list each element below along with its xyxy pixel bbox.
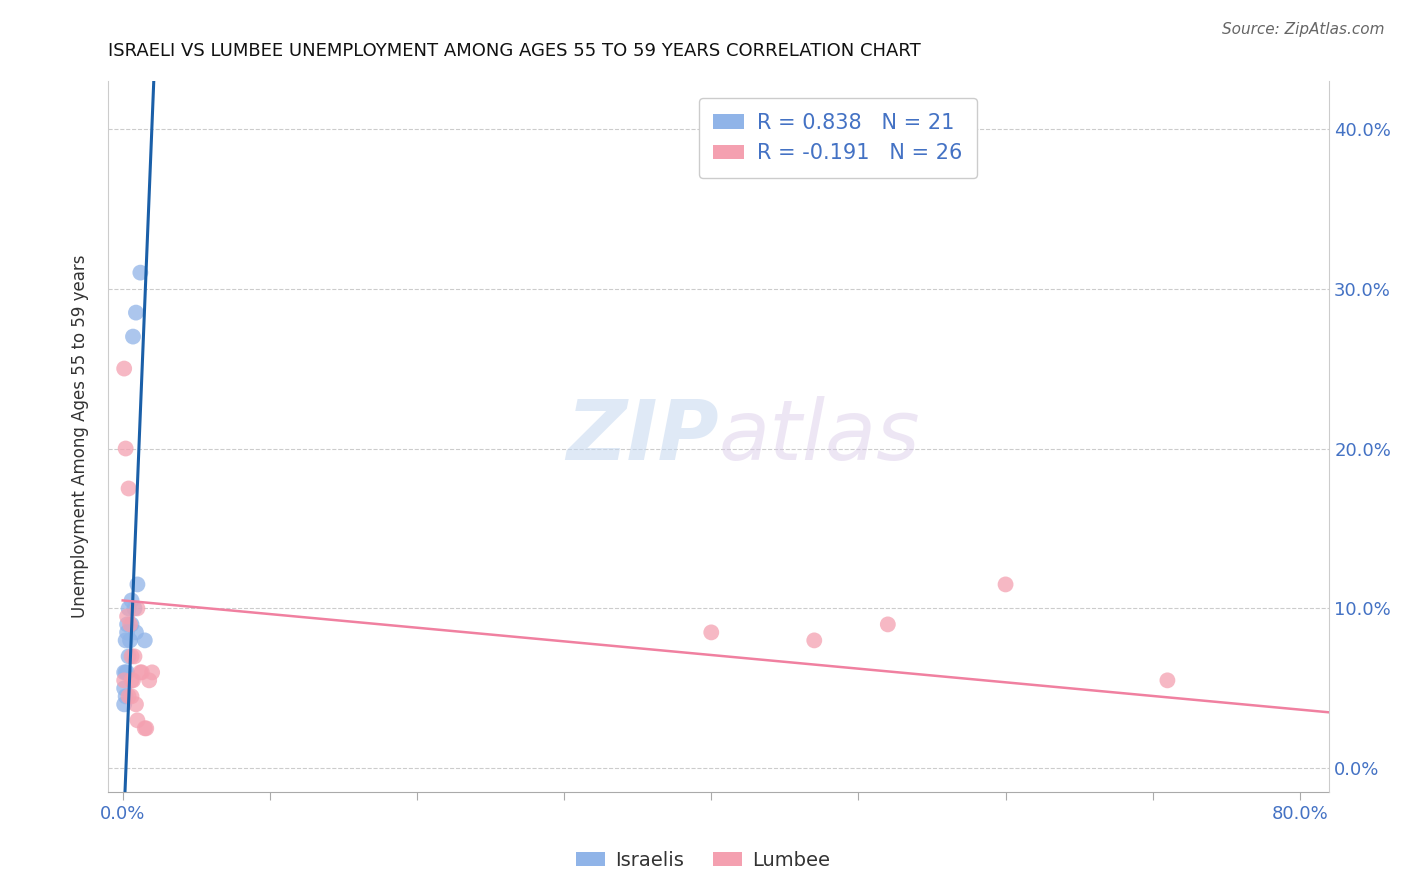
Point [112,665,135,680]
Point [114,665,136,680]
Point [803,633,825,648]
Point [120,633,142,648]
Text: ISRAELI VS LUMBEE UNEMPLOYMENT AMONG AGES 55 TO 59 YEARS CORRELATION CHART: ISRAELI VS LUMBEE UNEMPLOYMENT AMONG AGE… [108,42,921,60]
Point [127,714,149,728]
Point [125,625,148,640]
Point [114,442,136,456]
Point [134,722,156,736]
Point [122,673,145,688]
Point [117,482,139,496]
Point [125,305,148,319]
Point [121,690,143,704]
Legend: R = 0.838   N = 21, R = -0.191   N = 26: R = 0.838 N = 21, R = -0.191 N = 26 [699,98,977,178]
Legend: Israelis, Lumbee: Israelis, Lumbee [568,843,838,878]
Point [117,649,139,664]
Point [120,617,142,632]
Point [1156,673,1178,688]
Point [115,609,138,624]
Point [138,673,160,688]
Point [117,601,139,615]
Text: ZIP: ZIP [567,396,718,477]
Text: Source: ZipAtlas.com: Source: ZipAtlas.com [1222,22,1385,37]
Point [115,625,138,640]
Point [112,361,135,376]
Text: atlas: atlas [718,396,921,477]
Point [129,665,152,680]
Point [129,266,152,280]
Point [127,577,149,591]
Point [114,690,136,704]
Point [135,722,157,736]
Point [121,617,143,632]
Point [134,633,156,648]
Point [115,617,138,632]
Point [121,673,143,688]
Point [112,673,135,688]
Point [127,601,149,615]
Point [114,633,136,648]
Point [141,665,163,680]
Point [122,329,145,343]
Point [121,593,143,607]
Point [125,698,148,712]
Point [117,690,139,704]
Point [131,665,153,680]
Point [876,617,898,632]
Y-axis label: Unemployment Among Ages 55 to 59 years: Unemployment Among Ages 55 to 59 years [72,255,89,618]
Point [700,625,723,640]
Point [124,649,146,664]
Point [124,601,146,615]
Point [121,649,143,664]
Point [115,665,138,680]
Point [994,577,1017,591]
Point [112,681,135,696]
Point [112,698,135,712]
